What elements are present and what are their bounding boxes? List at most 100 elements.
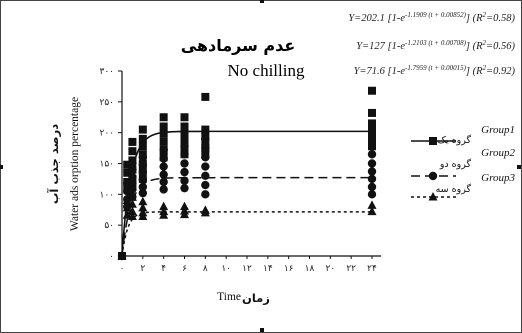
data-point-group1	[138, 125, 147, 134]
data-point-group2	[138, 167, 148, 177]
data-point-group2	[128, 172, 137, 182]
legend-label-en: Group1	[481, 124, 515, 136]
data-point-group2	[201, 162, 210, 171]
data-point-group2	[128, 185, 137, 194]
x-tick-label: ۱۴	[263, 264, 273, 274]
y-axis-label-en: Water ads orption percentage	[69, 97, 81, 231]
y-axis-label-group: درصد جذب آب Water ads orption percentage	[47, 97, 81, 231]
data-point-group2	[367, 159, 377, 168]
data-point-group1	[368, 125, 376, 134]
data-point-group2	[367, 190, 377, 199]
data-point-group3	[117, 251, 127, 260]
data-point-group2	[138, 153, 148, 162]
data-point-group2	[201, 171, 210, 181]
x-axis-ticks: ۰ ۲ ۴ ۶ ۸ ۱۰ ۱۲ ۱۴ ۱۶ ۱۸ ۲۰ ۲۲ ۲۴	[120, 256, 377, 274]
data-point-group2	[367, 167, 377, 176]
data-point-group1	[123, 160, 132, 169]
data-point-group2	[128, 165, 137, 174]
x-axis-label-en: Time	[217, 291, 241, 303]
x-axis-label-fa: زمان	[242, 291, 270, 305]
y-tick-label: ۲۵۰	[99, 98, 114, 108]
chart-title-fa: عدم سرمادهی	[181, 36, 296, 55]
data-point-group2	[201, 134, 210, 144]
data-point-group3	[127, 206, 137, 216]
x-tick-label: ۲	[140, 264, 145, 274]
data-point-group3	[159, 201, 169, 211]
data-point-group3	[138, 211, 148, 221]
data-point-group1	[159, 113, 168, 122]
resize-handle-right[interactable]	[517, 165, 521, 169]
y-axis-label-fa: درصد جذب آب	[47, 124, 61, 204]
data-point-group2	[201, 153, 210, 162]
data-point-group1	[180, 113, 189, 122]
x-tick-label: ۸	[203, 264, 208, 274]
data-point-group1	[180, 122, 189, 131]
data-point-group2	[201, 143, 210, 153]
data-point-group2	[180, 183, 189, 193]
legend-label-fa: گروه دو	[439, 158, 472, 170]
data-point-group2	[159, 154, 168, 163]
data-point-group3	[127, 199, 137, 208]
data-point-group3	[138, 196, 148, 206]
x-tick-label: ۲۴	[367, 264, 377, 274]
data-point-group1	[368, 142, 376, 151]
resize-handle-top[interactable]	[260, 0, 264, 3]
data-point-group3	[127, 211, 137, 221]
data-point-group2	[180, 167, 189, 177]
data-point-group2	[138, 175, 148, 184]
y-tick-label: ۱۰۰	[99, 190, 114, 200]
data-point-group3	[138, 202, 148, 212]
data-point-group1	[368, 86, 376, 95]
data-point-group1	[368, 108, 376, 117]
data-point-group1	[368, 136, 376, 145]
x-tick-label: ۰	[120, 264, 125, 274]
data-point-group2	[159, 145, 168, 155]
legend-label-fa: گروه سه	[436, 183, 472, 195]
data-point-group2	[159, 177, 168, 187]
data-point-group2	[138, 182, 148, 192]
resize-handle-left[interactable]	[0, 165, 3, 169]
legend-label-fa: گروه یک	[438, 134, 472, 146]
resize-handle-bottom[interactable]	[260, 328, 264, 332]
data-point-group3	[127, 192, 137, 201]
data-point-group2	[159, 162, 168, 171]
data-point-group3	[367, 206, 377, 216]
data-point-group1	[159, 122, 168, 131]
x-tick-label: ۱۰	[221, 264, 231, 274]
data-point-group2	[180, 150, 189, 159]
data-point-group2	[180, 159, 189, 168]
equations: Y=202.1 [1-e-1.1909 (t + 0.00852)] (R2=0…	[348, 11, 515, 77]
y-tick-label: ۱۵۰	[99, 160, 114, 170]
data-point-group3	[122, 210, 132, 219]
data-point-group1	[159, 137, 168, 146]
y-tick-label: ۰	[109, 252, 114, 262]
legend-marker-group1	[429, 137, 437, 145]
data-point-group1	[180, 129, 189, 138]
x-tick-label: ۱۸	[305, 264, 315, 274]
data-point-group2	[128, 179, 137, 188]
data-point-group1	[128, 137, 137, 146]
data-point-group2	[367, 182, 377, 192]
legend-label-en: Group3	[481, 172, 515, 184]
equation-group3: Y=71.6 [1-e-1.7959 (t + 0.00015)] (R2=0.…	[354, 64, 516, 77]
data-point-group3	[180, 209, 189, 219]
legend: Group1 گروه یک Group2 گروه دو Group3 گروه سه	[411, 124, 515, 201]
x-axis-label-group: Time زمان	[217, 291, 270, 305]
data-point-group2	[138, 160, 148, 169]
equation-group2: Y=127 [1-e-1.2103 (t + 0.00708)] (R2=0.5…	[356, 39, 515, 52]
data-point-group3	[122, 202, 132, 212]
y-tick-label: ۲۰۰	[99, 129, 114, 139]
data-point-group1	[138, 134, 147, 143]
y-tick-label: ۵۰	[104, 221, 114, 231]
data-point-group3	[159, 210, 169, 219]
data-point-group2	[367, 174, 377, 184]
y-tick-label: ۳۰۰	[99, 67, 114, 77]
data-point-group1	[123, 168, 132, 177]
data-point-group1	[368, 129, 376, 138]
data-point-group2	[180, 176, 189, 185]
data-point-group2	[201, 180, 210, 190]
data-point-group1	[128, 147, 137, 156]
x-tick-label: ۲۲	[346, 264, 356, 274]
